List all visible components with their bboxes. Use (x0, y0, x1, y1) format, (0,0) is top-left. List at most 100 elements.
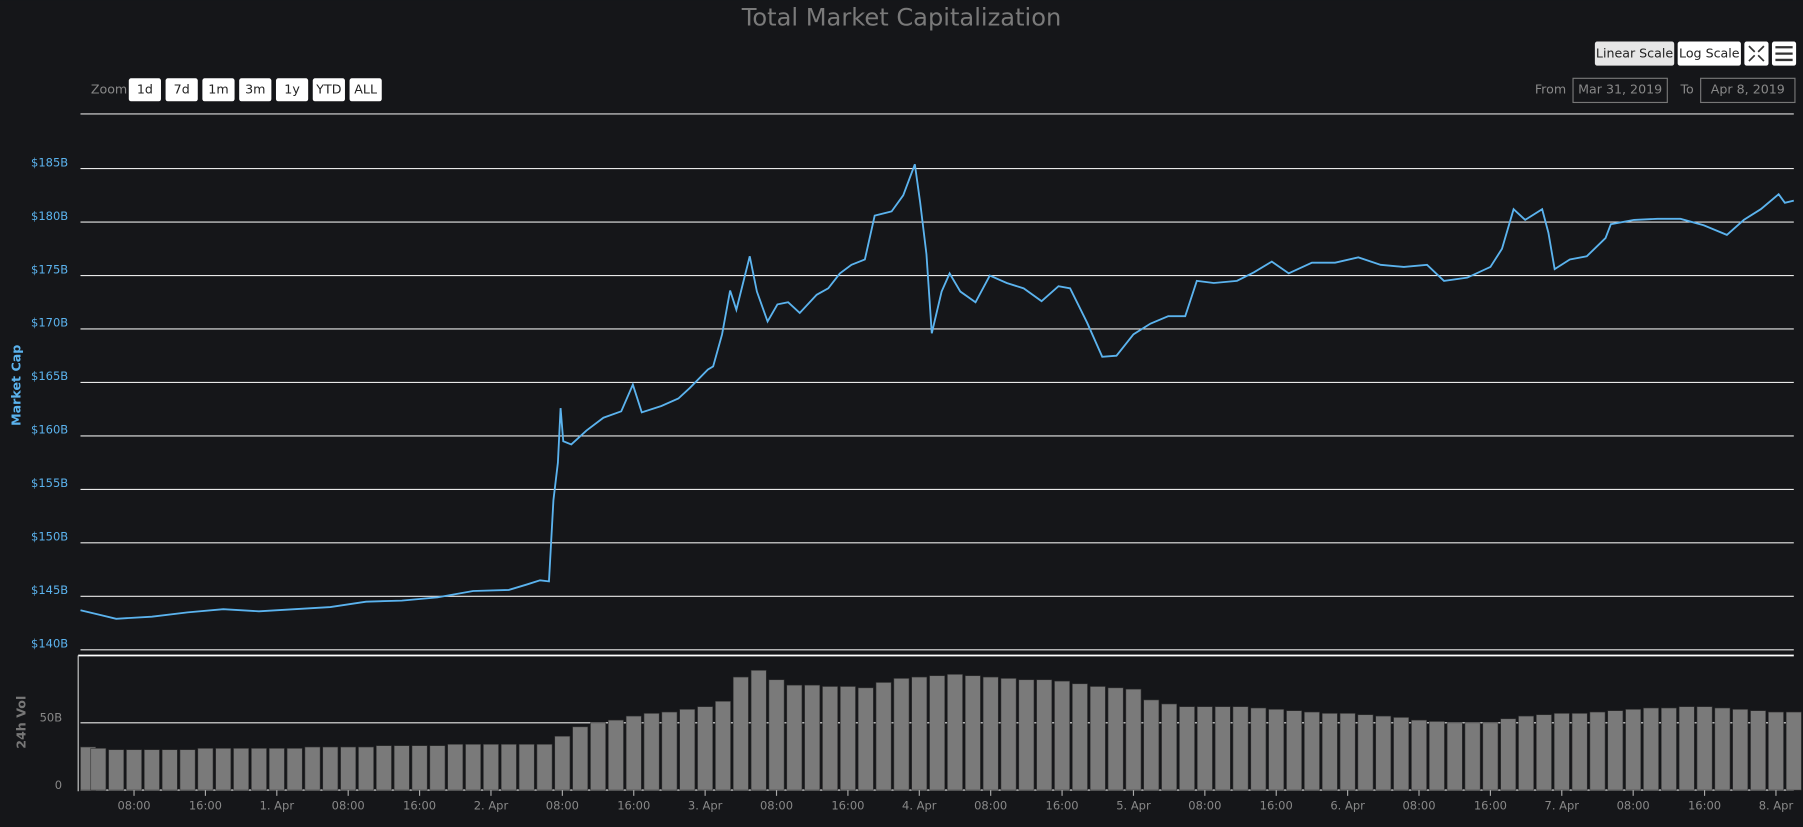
fullscreen-button[interactable] (1744, 41, 1769, 66)
volume-bar (1125, 688, 1142, 791)
volume-bar (233, 748, 249, 791)
volume-bar (679, 709, 696, 791)
volume-bar (1054, 680, 1070, 791)
y-tick-label: $145B (31, 583, 68, 597)
zoom-button-label[interactable]: 7d (174, 81, 190, 96)
volume-bar (893, 678, 910, 791)
volume-axis-label: 24h Vol (13, 696, 28, 749)
zoom-button-label[interactable]: 1y (284, 81, 300, 96)
menu-icon (1775, 46, 1793, 62)
x-tick-label: 6. Apr (1330, 799, 1365, 813)
volume-bar (1571, 713, 1588, 791)
volume-bar (1000, 678, 1017, 791)
volume-bar (1250, 707, 1267, 791)
volume-bar (1536, 714, 1552, 791)
volume-bar (1553, 713, 1570, 791)
volume-bar (1428, 721, 1445, 791)
x-tick-label: 16:00 (1474, 799, 1507, 813)
zoom-button[interactable] (128, 78, 161, 102)
volume-bar (144, 749, 160, 791)
button-bg[interactable] (1744, 41, 1769, 66)
x-tick-label: 08:00 (760, 799, 793, 813)
volume-bar (822, 686, 838, 791)
volume-bar (518, 744, 535, 791)
zoom-button-label[interactable]: ALL (354, 81, 377, 96)
volume-bar (1446, 722, 1463, 791)
zoom-button-label[interactable]: 1m (208, 81, 228, 96)
volume-bar (286, 748, 303, 791)
volume-bar (1696, 706, 1713, 791)
volume-bar (857, 687, 874, 791)
volume-bar (1660, 707, 1677, 791)
fullscreen-icon (1748, 45, 1765, 62)
y-tick-label: $175B (31, 262, 68, 276)
zoom-button[interactable] (312, 78, 345, 102)
zoom-button[interactable] (202, 78, 235, 102)
x-tick-label: 8. Apr (1759, 799, 1794, 813)
zoom-button[interactable] (165, 78, 198, 102)
x-tick-label: 4. Apr (902, 799, 937, 813)
x-tick-label: 08:00 (974, 799, 1007, 813)
volume-bar (572, 726, 589, 791)
volume-bar (1500, 718, 1517, 791)
y-tick-label: $150B (31, 530, 68, 544)
x-tick-label: 08:00 (1617, 799, 1650, 813)
volume-bar (1732, 709, 1749, 791)
volume-bar (215, 748, 232, 791)
volume-bar (161, 749, 178, 791)
menu-button[interactable] (1771, 41, 1797, 66)
volume-bar (447, 744, 464, 791)
to-input[interactable] (1700, 77, 1796, 104)
volume-bar (1375, 715, 1392, 791)
x-tick-label: 08:00 (1188, 799, 1221, 813)
volume-bar (126, 749, 142, 791)
scale-button-label[interactable]: Log Scale (1679, 46, 1740, 61)
from-value[interactable]: Mar 31, 2019 (1578, 81, 1662, 96)
volume-bar (358, 746, 374, 791)
volume-bar (197, 748, 214, 791)
volume-bar (947, 674, 963, 791)
volume-bar (322, 746, 339, 791)
volume-bar (1678, 706, 1695, 791)
to-value[interactable]: Apr 8, 2019 (1711, 81, 1785, 96)
volume-bar (1589, 711, 1606, 791)
volume-bar (929, 675, 946, 791)
zoom-button[interactable] (349, 78, 382, 102)
x-tick-label: 2. Apr (474, 799, 509, 813)
zoom-button[interactable] (275, 78, 309, 102)
volume-bar (108, 749, 125, 791)
volume-bar (500, 744, 517, 791)
volume-bar (1339, 713, 1356, 791)
zoom-button-label[interactable]: 1d (137, 81, 153, 96)
volume-bar (804, 684, 821, 791)
volume-bar (786, 684, 803, 791)
x-tick-label: 08:00 (117, 799, 150, 813)
volume-bar (590, 722, 606, 791)
volume-bar (911, 676, 928, 791)
scale-button[interactable] (1594, 41, 1675, 66)
zoom-button[interactable] (239, 78, 272, 102)
volume-bar (1036, 679, 1053, 791)
volume-bar (661, 711, 678, 791)
volume-bar (964, 675, 981, 791)
zoom-button-label[interactable]: YTD (315, 81, 341, 96)
volume-bar (982, 676, 999, 791)
y-tick-label: $185B (31, 155, 68, 169)
y-tick-label: $170B (31, 316, 68, 330)
volume-bar (1018, 679, 1035, 791)
scale-button[interactable] (1677, 41, 1741, 66)
zoom-button-label[interactable]: 3m (245, 81, 265, 96)
volume-bar (411, 745, 428, 791)
x-tick-label: 7. Apr (1545, 799, 1580, 813)
volume-bar (1179, 706, 1195, 791)
from-input[interactable] (1572, 77, 1668, 104)
volume-bar (251, 748, 267, 791)
volume-bar (1393, 717, 1410, 791)
volume-bar (1196, 706, 1213, 791)
x-tick-label: 16:00 (1688, 799, 1721, 813)
x-tick-label: 16:00 (831, 799, 864, 813)
volume-bar (1304, 711, 1320, 791)
volume-bar (536, 744, 553, 791)
volume-bar (1464, 722, 1481, 791)
scale-button-label[interactable]: Linear Scale (1596, 46, 1673, 61)
